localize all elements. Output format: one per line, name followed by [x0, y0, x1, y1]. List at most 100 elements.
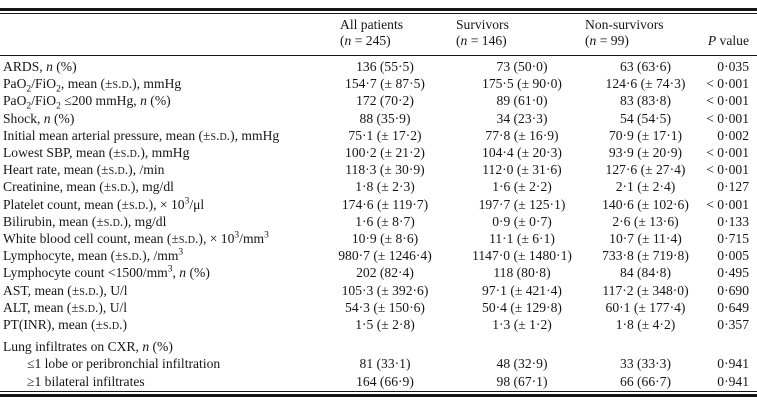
- value-cell: 10·7 (± 11·4): [609, 231, 682, 247]
- p-value-cell: 0·941: [717, 356, 749, 372]
- table-row: Shock, n (%) 88 (35·9) 34 (23·3) 54 (54·5) <…: [0, 110, 757, 127]
- value-cell: 980·7 (± 1246·4): [338, 248, 432, 264]
- value-cell: [320, 333, 450, 355]
- top-border-thick-rule: [0, 8, 757, 11]
- p-value-cell: 0·005: [717, 248, 749, 264]
- table-row: ARDS, n (%) 136 (55·5) 73 (50·0) 63 (63·6) 0…: [0, 56, 757, 76]
- row-label: PaO2/FiO2, mean (±s.d.), mmHg: [3, 76, 182, 95]
- value-cell: 73 (50·0): [496, 59, 548, 74]
- value-cell: 1·6 (± 8·7): [355, 213, 415, 229]
- value-cell: 60·1 (± 177·4): [605, 299, 686, 315]
- value-cell: 50·4 (± 129·8): [482, 299, 562, 315]
- row-label: Lymphocyte count <1500/mm3, n (%): [3, 264, 210, 281]
- table-body: ARDS, n (%) 136 (55·5) 73 (50·0) 63 (63·6) 0…: [0, 56, 757, 390]
- p-value-cell: 0·690: [717, 282, 749, 298]
- row-label: PaO2/FiO2 ≤200 mmHg, n (%): [3, 93, 171, 113]
- value-cell: 89 (61·0): [496, 93, 548, 109]
- table-row: Initial mean arterial pressure, mean (±s…: [0, 127, 757, 144]
- value-cell: 88 (35·9): [359, 110, 411, 126]
- value-cell: 97·1 (± 421·4): [482, 282, 562, 298]
- row-label: ARDS, n (%): [3, 59, 77, 74]
- value-cell: 10·9 (± 8·6): [351, 231, 419, 247]
- row-label: Platelet count, mean (±s.d.), × 103/μl: [3, 196, 205, 212]
- section-header-row: Lung infiltrates on CXR, n (%): [0, 333, 757, 355]
- value-cell: 48 (32·9): [496, 356, 548, 372]
- p-value-cell: 0·649: [717, 299, 749, 315]
- value-cell: [450, 333, 580, 355]
- value-cell: 104·4 (± 20·3): [482, 145, 562, 161]
- value-cell: 2·1 (± 2·4): [615, 179, 676, 195]
- value-cell: 154·7 (± 87·5): [345, 76, 425, 92]
- row-label: Creatinine, mean (±s.d.), mg/dl: [3, 179, 174, 195]
- value-cell: 140·6 (± 102·6): [602, 196, 689, 212]
- column-header-p-value: P value: [705, 14, 757, 56]
- row-label: PT(INR), mean (±s.d.): [3, 317, 128, 333]
- table-row: ≤1 lobe or peribronchial infiltration 81 …: [0, 355, 757, 372]
- value-cell: 117·2 (± 348·0): [602, 282, 689, 298]
- p-value-cell: < 0·001: [706, 196, 749, 212]
- value-cell: 197·7 (± 125·1): [478, 196, 566, 212]
- table-row: White blood cell count, mean (±s.d.), × …: [0, 230, 757, 247]
- p-value-cell: [705, 333, 757, 355]
- column-title: All patients: [340, 17, 404, 32]
- value-cell: 98 (67·1): [496, 373, 548, 389]
- value-cell: 127·6 (± 27·4): [605, 162, 686, 178]
- column-n-count: (n = 99): [585, 33, 629, 48]
- row-label: Lowest SBP, mean (±s.d.), mmHg: [3, 145, 190, 161]
- value-cell: 2·6 (± 13·6): [612, 213, 679, 229]
- table-row: PaO2/FiO2, mean (±s.d.), mmHg 154·7 (± 87…: [0, 75, 757, 95]
- row-label: Bilirubin, mean (±s.d.), mg/dl: [3, 213, 167, 229]
- table-row: ALT, mean (±s.d.), U/l 54·3 (± 150·6) 50·4…: [0, 299, 757, 316]
- value-cell: [580, 333, 705, 355]
- value-cell: 1·5 (± 2·8): [355, 317, 415, 333]
- p-value-cell: 0·941: [717, 373, 749, 389]
- table-row: Lymphocyte, mean (±s.d.), /mm3 980·7 (± 1…: [0, 247, 757, 264]
- value-cell: 733·8 (± 719·8): [602, 248, 689, 264]
- table-row: AST, mean (±s.d.), U/l 105·3 (± 392·6) 97·…: [0, 282, 757, 299]
- table-row: PaO2/FiO2 ≤200 mmHg, n (%) 172 (70·2) 89 (…: [0, 92, 757, 113]
- row-label: Shock, n (%): [3, 110, 75, 126]
- column-title: Non-survivors: [585, 17, 664, 32]
- value-cell: 11·1 (± 6·1): [489, 231, 555, 247]
- value-cell: 1·8 (± 4·2): [615, 317, 676, 333]
- value-cell: 118·3 (± 30·9): [345, 162, 425, 178]
- value-cell: 202 (82·4): [356, 265, 414, 281]
- value-cell: 136 (55·5): [356, 59, 414, 74]
- value-cell: 100·2 (± 21·2): [345, 145, 425, 161]
- value-cell: 83 (83·8): [620, 93, 671, 109]
- value-cell: 93·9 (± 20·9): [608, 145, 683, 161]
- value-cell: 1147·0 (± 1480·1): [472, 248, 572, 264]
- p-value-cell: < 0·001: [706, 162, 749, 178]
- column-header-non-survivors: Non-survivors (n = 99): [580, 14, 705, 56]
- p-value-cell: < 0·001: [706, 76, 749, 92]
- top-border-thin-rule: [0, 13, 757, 14]
- column-title: Survivors: [456, 17, 509, 32]
- row-label: Lung infiltrates on CXR, n (%): [3, 339, 173, 355]
- table-row: Bilirubin, mean (±s.d.), mg/dl 1·6 (± 8·7…: [0, 213, 757, 230]
- patient-characteristics-table: All patients (n = 245) Survivors (n = 146)…: [0, 14, 757, 390]
- p-value-cell: 0·715: [717, 231, 749, 247]
- value-cell: 81 (33·1): [359, 356, 411, 372]
- value-cell: 1·8 (± 2·3): [355, 179, 415, 195]
- p-value-cell: 0·035: [717, 59, 749, 74]
- p-value-cell: 0·357: [717, 317, 749, 333]
- row-label: Initial mean arterial pressure, mean (±s…: [3, 127, 280, 143]
- value-cell: 54 (54·5): [620, 110, 671, 126]
- p-value-cell: < 0·001: [706, 145, 749, 161]
- column-n-count: (n = 146): [456, 33, 507, 48]
- value-cell: 174·6 (± 119·7): [341, 196, 429, 212]
- value-cell: 112·0 (± 31·6): [482, 162, 562, 178]
- row-label: Lymphocyte, mean (±s.d.), /mm3: [3, 247, 184, 264]
- value-cell: 1·3 (± 1·2): [492, 317, 552, 333]
- value-cell: 77·8 (± 16·9): [485, 127, 559, 143]
- value-cell: 66 (66·7): [620, 373, 671, 389]
- value-cell: 164 (66·9): [356, 373, 414, 389]
- value-cell: 105·3 (± 392·6): [341, 282, 429, 298]
- column-header-all-patients: All patients (n = 245): [320, 14, 450, 56]
- table-row: Creatinine, mean (±s.d.), mg/dl 1·8 (± 2·…: [0, 178, 757, 195]
- table-row: Heart rate, mean (±s.d.), /min 118·3 (± 3…: [0, 161, 757, 178]
- bottom-border-thin-rule: [0, 390, 757, 392]
- value-cell: 1·6 (± 2·2): [492, 179, 552, 195]
- value-cell: 118 (80·8): [493, 265, 551, 281]
